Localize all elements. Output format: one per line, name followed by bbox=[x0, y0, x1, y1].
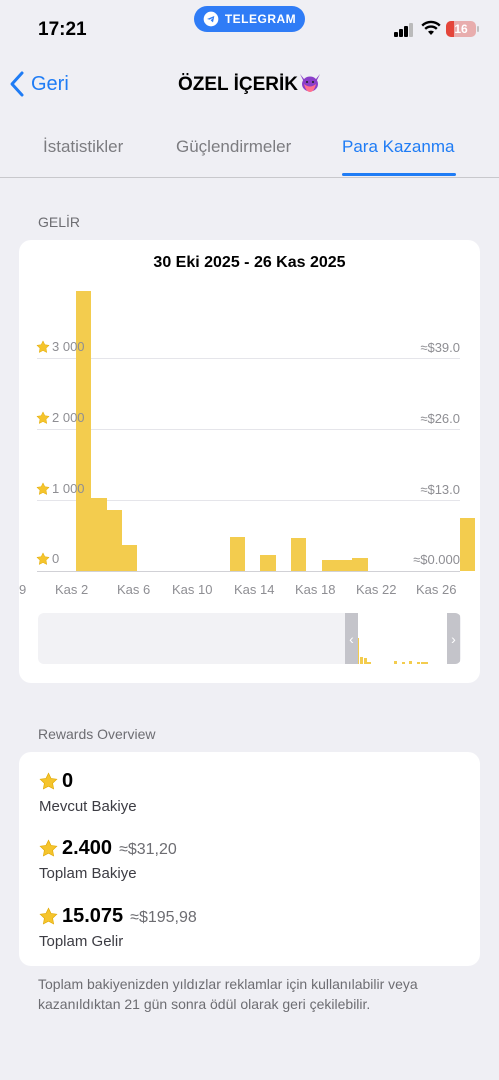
x-tick: Kas 6 bbox=[117, 582, 151, 597]
chart-bar[interactable] bbox=[459, 517, 476, 571]
star-icon bbox=[36, 410, 50, 425]
gridline bbox=[37, 500, 460, 501]
y-right-tick: ≈$0.000 bbox=[413, 552, 460, 567]
rewards-section-label: Rewards Overview bbox=[38, 726, 156, 742]
range-handle-right[interactable]: › bbox=[447, 613, 460, 664]
gridline bbox=[37, 358, 460, 359]
mini-chart-bar bbox=[363, 658, 367, 664]
reward-usd: ≈$195,98 bbox=[130, 909, 197, 926]
reward-amount: 2.400 bbox=[62, 837, 113, 859]
reward-amount: 15.075 bbox=[62, 905, 124, 927]
y-tick-0: 0 bbox=[36, 551, 59, 566]
star-icon bbox=[39, 907, 58, 926]
reward-label: Toplam Gelir bbox=[39, 933, 124, 950]
status-time: 17:21 bbox=[38, 19, 87, 40]
income-section-label: GELİR bbox=[38, 214, 81, 230]
mini-chart-bar bbox=[367, 661, 371, 664]
star-icon bbox=[36, 551, 50, 566]
chart-bar[interactable] bbox=[352, 557, 368, 571]
page-title-text: ÖZEL İÇERİK bbox=[178, 74, 298, 95]
reward-total-income: 15.075 ≈$195,98 Toplam Gelir bbox=[39, 905, 197, 950]
tab-bar: İstatistikler Güçlendirmeler Para Kazanm… bbox=[0, 120, 499, 178]
tab-statistics[interactable]: İstatistikler bbox=[43, 137, 124, 156]
chart-bar[interactable] bbox=[229, 536, 245, 571]
chart-bar[interactable] bbox=[122, 544, 138, 571]
mini-chart-bar bbox=[420, 662, 424, 664]
chart-bar[interactable] bbox=[76, 290, 92, 571]
mini-chart-bar bbox=[409, 660, 413, 664]
telegram-icon bbox=[203, 11, 219, 27]
chart-bar[interactable] bbox=[260, 554, 276, 571]
rewards-footnote: Toplam bakiyenizden yıldızlar reklamlar … bbox=[38, 976, 418, 1012]
range-handle-left[interactable]: ‹ bbox=[345, 613, 358, 664]
y-right-tick: ≈$13.0 bbox=[420, 482, 460, 497]
chart-bar[interactable] bbox=[336, 560, 353, 571]
telegram-pill[interactable]: TELEGRAM bbox=[194, 6, 305, 32]
page-title: ÖZEL İÇERİK bbox=[0, 73, 499, 96]
x-tick: Kas 14 bbox=[234, 582, 275, 597]
reward-usd: ≈$31,20 bbox=[119, 841, 177, 858]
gridline bbox=[37, 429, 460, 430]
star-icon bbox=[39, 839, 58, 858]
x-tick: Kas 10 bbox=[172, 582, 213, 597]
x-tick: Kas 2 bbox=[55, 582, 89, 597]
mini-chart-bar bbox=[394, 660, 398, 664]
wifi-icon bbox=[421, 20, 441, 35]
back-button[interactable]: Geri bbox=[9, 70, 69, 98]
y-right-tick: ≈$39.0 bbox=[420, 340, 460, 355]
chart-bar[interactable] bbox=[106, 509, 123, 571]
x-tick: Kas 26 bbox=[416, 582, 457, 597]
x-tick: 9 bbox=[19, 582, 27, 597]
battery-level: 16 bbox=[454, 22, 468, 36]
x-axis-line bbox=[37, 571, 460, 572]
y-tick-1000: 1 000 bbox=[36, 481, 85, 496]
star-icon bbox=[36, 481, 50, 496]
battery-icon: 16 bbox=[446, 21, 476, 37]
range-navigator[interactable]: ‹ › bbox=[38, 613, 461, 664]
x-tick: Kas 22 bbox=[356, 582, 397, 597]
reward-label: Toplam Bakiye bbox=[39, 865, 137, 882]
y-right-tick: ≈$26.0 bbox=[420, 411, 460, 426]
reward-label: Mevcut Bakiye bbox=[39, 798, 137, 815]
y-tick-2000: 2 000 bbox=[36, 410, 85, 425]
active-tab-indicator bbox=[342, 173, 456, 176]
chart-bar[interactable] bbox=[321, 560, 337, 571]
rewards-card: 0 Mevcut Bakiye 2.400 ≈$31,20 Toplam Baki… bbox=[19, 752, 480, 966]
star-icon bbox=[39, 772, 58, 791]
reward-current-balance: 0 Mevcut Bakiye bbox=[39, 770, 137, 815]
range-selection[interactable] bbox=[346, 613, 460, 664]
mini-chart-bar bbox=[424, 662, 428, 664]
mini-chart-bar bbox=[416, 662, 420, 664]
chart-title: 30 Eki 2025 - 26 Kas 2025 bbox=[153, 254, 346, 271]
chart-bar[interactable] bbox=[91, 497, 107, 571]
star-icon bbox=[36, 339, 50, 354]
reward-amount: 0 bbox=[62, 770, 74, 792]
income-chart-card: 30 Eki 2025 - 26 Kas 2025 3 000 2 000 1 … bbox=[19, 240, 480, 683]
signal-icon bbox=[394, 23, 414, 37]
telegram-pill-label: TELEGRAM bbox=[224, 12, 297, 26]
chevron-left-icon bbox=[10, 71, 24, 97]
x-tick: Kas 18 bbox=[295, 582, 336, 597]
back-label: Geri bbox=[31, 72, 69, 95]
mini-chart-bar bbox=[401, 662, 405, 664]
reward-total-balance: 2.400 ≈$31,20 Toplam Bakiye bbox=[39, 837, 177, 882]
y-tick-3000: 3 000 bbox=[36, 339, 85, 354]
mini-chart-bar bbox=[359, 657, 363, 664]
tongue-face-emoji-icon bbox=[300, 74, 320, 92]
tab-monetization[interactable]: Para Kazanma bbox=[342, 137, 455, 156]
tab-boosts[interactable]: Güçlendirmeler bbox=[176, 137, 292, 156]
chart-bar[interactable] bbox=[290, 538, 307, 571]
